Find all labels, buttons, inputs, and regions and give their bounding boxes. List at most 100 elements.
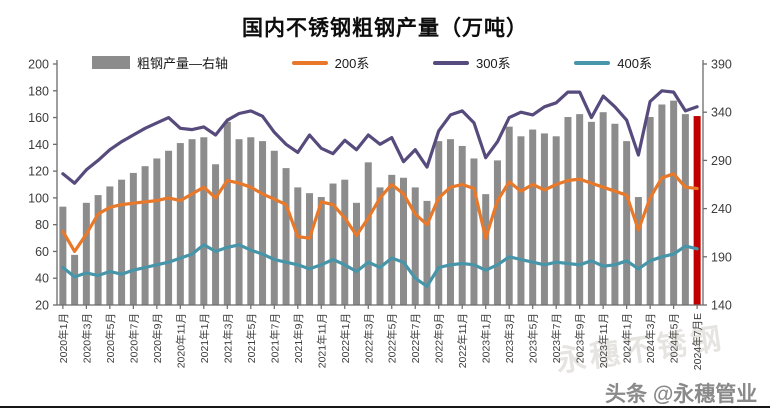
axis-tick-label: 2020年11月	[174, 313, 187, 368]
axis-tick-label: 2020年5月	[104, 313, 117, 363]
bar	[282, 168, 290, 305]
bar-estimate	[693, 116, 701, 305]
bar	[376, 187, 384, 305]
x-axis-labels: 2020年1月 2020年3月 2020年5月 2020年7月 2020年9月 2020年…	[57, 305, 704, 370]
axis-tick-label: 2024年3月	[644, 313, 657, 363]
axis-tick-label: 2020年3月	[80, 313, 93, 363]
bar	[341, 179, 349, 305]
bar	[329, 183, 337, 305]
bar	[564, 117, 572, 306]
bar	[493, 160, 501, 305]
legend-item-crude-steel: 粗钢产量—右轴	[92, 53, 228, 72]
axes	[53, 60, 707, 306]
chart-legend: 粗钢产量—右轴 200系 300系 400系	[92, 53, 652, 72]
axis-tick-label: 390	[711, 58, 732, 72]
axis-tick-label: 2022年5月	[386, 313, 399, 363]
bar	[270, 150, 278, 305]
axis-tick-label: 290	[711, 154, 732, 168]
bar	[388, 174, 396, 305]
axis-tick-label: 140	[28, 138, 49, 152]
bar	[188, 139, 196, 305]
bar	[317, 197, 325, 305]
bottom-divider	[0, 406, 770, 408]
bar	[364, 162, 372, 305]
axis-tick-label: 2021年9月	[292, 313, 305, 363]
axis-tick-label: 2024年7月E	[691, 313, 704, 370]
bar	[294, 187, 302, 305]
bar	[106, 186, 114, 305]
bar	[576, 114, 584, 305]
axis-tick-label: 20	[35, 299, 49, 313]
bar	[259, 141, 267, 305]
legend-label: 400系	[617, 56, 652, 71]
axis-tick-label: 2021年1月	[198, 313, 211, 363]
legend-bar-swatch-icon	[92, 56, 130, 69]
bar	[118, 179, 126, 305]
series-line-300系	[61, 89, 699, 185]
axis-tick-label: 2023年9月	[574, 313, 587, 363]
watermark-byline: 头条 @永穗管业	[605, 383, 758, 406]
bar	[634, 197, 642, 305]
right-axis-labels: 140 190 240 290 340 390	[711, 58, 732, 313]
chart-title: 国内不锈钢粗钢产量（万吨）	[242, 17, 528, 40]
bar	[353, 202, 361, 305]
axis-tick-label: 140	[711, 299, 732, 313]
axis-tick-label: 2021年7月	[268, 313, 281, 363]
bar	[658, 104, 666, 306]
legend-label: 300系	[475, 56, 511, 71]
bar	[59, 206, 67, 305]
bar	[458, 145, 466, 305]
axis-tick-label: 2020年7月	[127, 313, 140, 363]
bar	[411, 187, 419, 305]
axis-tick-label: 200	[28, 58, 49, 72]
bar	[82, 202, 90, 305]
bar	[141, 166, 149, 305]
axis-tick-label: 2022年9月	[433, 313, 446, 363]
axis-tick-label: 2020年1月	[57, 313, 70, 363]
bar	[599, 112, 607, 305]
axis-tick-label: 180	[28, 84, 49, 98]
bar	[399, 177, 407, 305]
bar	[482, 194, 490, 305]
bar	[71, 254, 79, 305]
axis-tick-label: 2022年1月	[339, 313, 352, 363]
axis-tick-label: 340	[711, 106, 732, 120]
bar	[423, 200, 431, 305]
axis-tick-label: 2023年1月	[480, 313, 493, 363]
bar	[165, 150, 173, 305]
axis-tick-label: 2023年7月	[550, 313, 563, 363]
axis-tick-label: 2022年7月	[409, 313, 422, 363]
bar	[200, 137, 208, 305]
bar	[505, 126, 513, 305]
legend-item-300-series: 300系	[432, 53, 511, 72]
bar	[235, 139, 243, 305]
bar	[623, 141, 631, 305]
axis-tick-label: 190	[711, 250, 732, 264]
legend-line-swatch-400-icon	[574, 60, 611, 65]
axis-tick-label: 2024年5月	[668, 313, 681, 363]
bar	[529, 129, 537, 305]
axis-tick-label: 2024年1月	[621, 313, 634, 363]
legend-item-200-series: 200系	[291, 53, 369, 72]
axis-tick-label: 2021年3月	[221, 313, 234, 363]
axis-tick-label: 100	[28, 191, 49, 205]
bar	[306, 193, 314, 305]
bar	[223, 121, 231, 305]
series-line-200系	[61, 172, 699, 253]
bar	[540, 133, 548, 305]
bar	[212, 164, 220, 305]
legend-item-400-series: 400系	[574, 53, 652, 72]
axis-tick-label: 240	[711, 202, 732, 216]
bar	[435, 141, 443, 305]
axis-tick-label: 2021年11月	[315, 313, 328, 368]
bar	[176, 143, 184, 305]
left-axis-labels: 20 40 60 80 100 120 140 160 180 200	[28, 58, 49, 313]
axis-tick-label: 2023年3月	[503, 313, 516, 363]
bar	[646, 117, 654, 306]
bar	[470, 158, 478, 305]
legend-label: 粗钢产量—右轴	[137, 56, 229, 71]
bar	[153, 158, 161, 305]
axis-tick-label: 2022年11月	[456, 313, 469, 368]
